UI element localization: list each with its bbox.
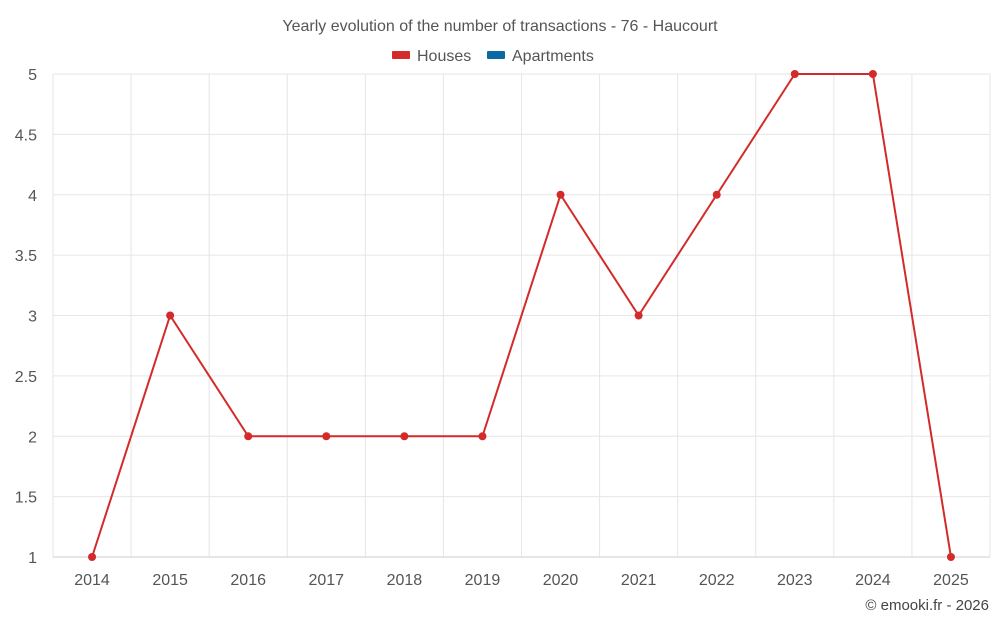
data-point[interactable] <box>478 432 487 441</box>
data-point[interactable] <box>712 190 721 199</box>
y-tick-label: 4 <box>28 188 37 205</box>
y-tick-label: 2.5 <box>15 369 37 386</box>
data-point[interactable] <box>946 553 955 561</box>
data-point[interactable] <box>88 553 97 561</box>
chart-legend: Houses Apartments <box>392 48 594 65</box>
legend-label-apartments: Apartments <box>512 48 594 65</box>
x-tick-label: 2023 <box>777 572 813 589</box>
plot-area <box>88 70 955 561</box>
chart-title: Yearly evolution of the number of transa… <box>282 18 718 35</box>
legend-label-houses: Houses <box>417 48 471 65</box>
x-tick-label: 2025 <box>933 572 969 589</box>
x-tick-label: 2024 <box>855 572 891 589</box>
y-tick-label: 3 <box>28 309 37 326</box>
data-point[interactable] <box>556 190 565 199</box>
x-tick-label: 2019 <box>465 572 501 589</box>
x-tick-label: 2018 <box>387 572 423 589</box>
y-axis: 1 1.5 2 2.5 3 3.5 4 4.5 5 <box>15 67 37 567</box>
gridlines <box>52 73 991 558</box>
x-tick-label: 2017 <box>308 572 344 589</box>
data-point[interactable] <box>634 311 643 320</box>
legend-swatch-houses <box>392 51 410 59</box>
y-tick-label: 2 <box>28 429 37 446</box>
x-tick-label: 2016 <box>230 572 266 589</box>
x-tick-label: 2021 <box>621 572 657 589</box>
data-point[interactable] <box>790 70 799 78</box>
x-tick-label: 2015 <box>152 572 188 589</box>
y-tick-label: 1.5 <box>15 490 37 507</box>
legend-item-houses[interactable]: Houses <box>392 48 471 65</box>
x-tick-label: 2020 <box>543 572 579 589</box>
y-tick-label: 3.5 <box>15 248 37 265</box>
legend-item-apartments[interactable]: Apartments <box>487 48 594 65</box>
series-line-houses <box>91 73 952 558</box>
legend-swatch-apartments <box>487 51 505 59</box>
credit-text: © emooki.fr - 2026 <box>865 597 989 614</box>
y-tick-label: 1 <box>28 550 37 567</box>
data-point[interactable] <box>400 432 409 441</box>
x-axis: 2014 2015 2016 2017 2018 2019 2020 2021 2022 2023… <box>53 556 990 589</box>
x-tick-label: 2022 <box>699 572 735 589</box>
data-point[interactable] <box>244 432 253 441</box>
y-tick-label: 4.5 <box>15 127 37 144</box>
y-tick-label: 5 <box>28 67 37 84</box>
data-point[interactable] <box>166 311 175 320</box>
x-tick-label: 2014 <box>74 572 110 589</box>
data-point[interactable] <box>868 70 877 78</box>
data-point[interactable] <box>322 432 331 441</box>
